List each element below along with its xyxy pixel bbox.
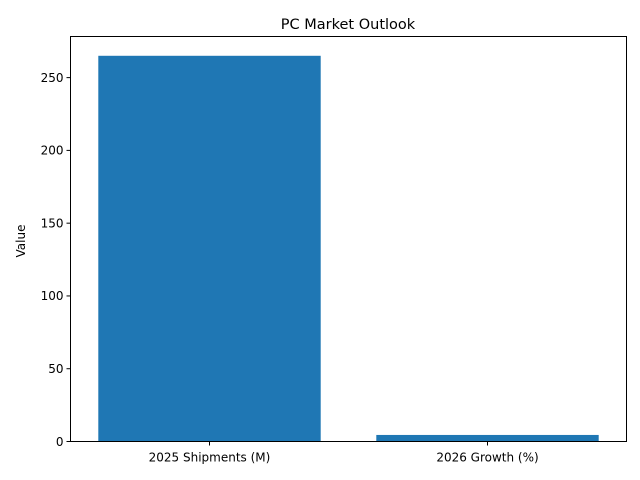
y-tick-label: 200 (41, 144, 64, 158)
y-tick-label: 150 (41, 216, 64, 230)
y-tick-label: 250 (41, 71, 64, 85)
bars-group (98, 55, 599, 442)
y-ticks-group: 0 50 100 150 200 250 (41, 71, 71, 449)
x-ticks-group: 2025 Shipments (M) 2026 Growth (%) (149, 441, 539, 465)
bar-2 (376, 434, 599, 442)
x-tick-label: 2026 Growth (%) (436, 451, 538, 465)
bar-1 (98, 55, 321, 442)
y-tick-label: 50 (48, 362, 63, 376)
chart-title: PC Market Outlook (281, 17, 416, 33)
y-tick-label: 100 (41, 289, 64, 303)
x-tick-label: 2025 Shipments (M) (149, 451, 271, 465)
y-tick-label: 0 (56, 435, 64, 449)
y-axis-label: Value (14, 225, 28, 258)
plot-frame (70, 36, 627, 442)
